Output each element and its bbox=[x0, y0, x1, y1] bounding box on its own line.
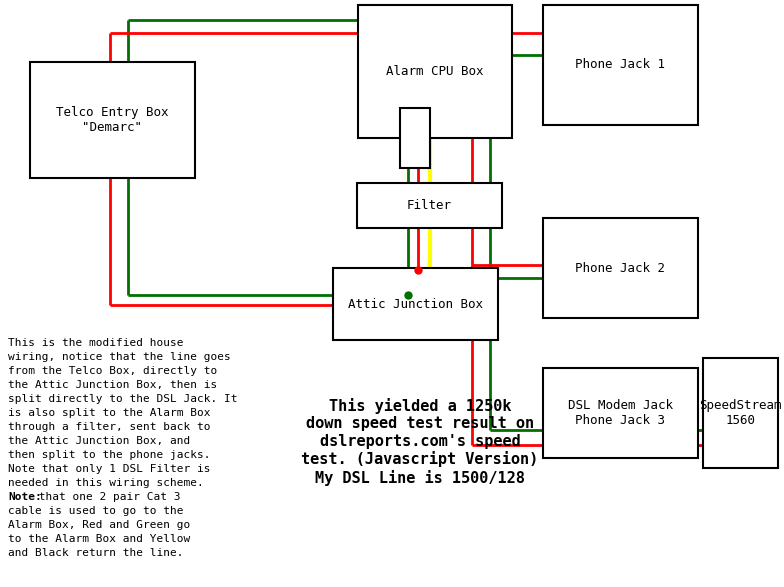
Text: to the Alarm Box and Yellow: to the Alarm Box and Yellow bbox=[8, 534, 191, 544]
Bar bbox=[30, 62, 195, 178]
Text: needed in this wiring scheme.: needed in this wiring scheme. bbox=[8, 478, 204, 488]
Text: from the Telco Box, directly to: from the Telco Box, directly to bbox=[8, 366, 217, 376]
Text: that one 2 pair Cat 3: that one 2 pair Cat 3 bbox=[32, 492, 180, 502]
Text: Alarm Box, Red and Green go: Alarm Box, Red and Green go bbox=[8, 520, 191, 530]
Text: SpeedStream
1560: SpeedStream 1560 bbox=[699, 399, 782, 427]
Text: Phone Jack 1: Phone Jack 1 bbox=[575, 59, 666, 72]
Text: Note:: Note: bbox=[8, 492, 42, 502]
Text: then split to the phone jacks.: then split to the phone jacks. bbox=[8, 450, 210, 460]
Text: Phone Jack 2: Phone Jack 2 bbox=[575, 261, 666, 275]
Text: Telco Entry Box
"Demarc": Telco Entry Box "Demarc" bbox=[56, 106, 169, 134]
Text: This is the modified house: This is the modified house bbox=[8, 338, 183, 348]
Text: cable is used to go to the: cable is used to go to the bbox=[8, 506, 183, 516]
Text: and Black return the line.: and Black return the line. bbox=[8, 548, 183, 558]
Text: wiring, notice that the line goes: wiring, notice that the line goes bbox=[8, 352, 230, 362]
Text: the Attic Junction Box, and: the Attic Junction Box, and bbox=[8, 436, 191, 446]
Text: DSL Modem Jack
Phone Jack 3: DSL Modem Jack Phone Jack 3 bbox=[568, 399, 673, 427]
Bar bbox=[543, 5, 698, 125]
Bar bbox=[333, 268, 498, 340]
Text: Filter: Filter bbox=[407, 199, 452, 212]
Bar bbox=[543, 368, 698, 458]
Bar bbox=[703, 358, 778, 468]
Bar bbox=[357, 183, 502, 228]
Text: split directly to the DSL Jack. It: split directly to the DSL Jack. It bbox=[8, 394, 238, 404]
Text: through a filter, sent back to: through a filter, sent back to bbox=[8, 422, 210, 432]
Text: Alarm CPU Box: Alarm CPU Box bbox=[387, 65, 484, 78]
Bar bbox=[543, 218, 698, 318]
Text: the Attic Junction Box, then is: the Attic Junction Box, then is bbox=[8, 380, 217, 390]
Bar bbox=[400, 108, 430, 168]
Text: Attic Junction Box: Attic Junction Box bbox=[348, 298, 483, 311]
Text: is also split to the Alarm Box: is also split to the Alarm Box bbox=[8, 408, 210, 418]
Bar bbox=[358, 5, 512, 138]
Text: Note that only 1 DSL Filter is: Note that only 1 DSL Filter is bbox=[8, 464, 210, 474]
Text: This yielded a 1250k
down speed test result on
dslreports.com's speed
test. (Jav: This yielded a 1250k down speed test res… bbox=[301, 398, 539, 486]
